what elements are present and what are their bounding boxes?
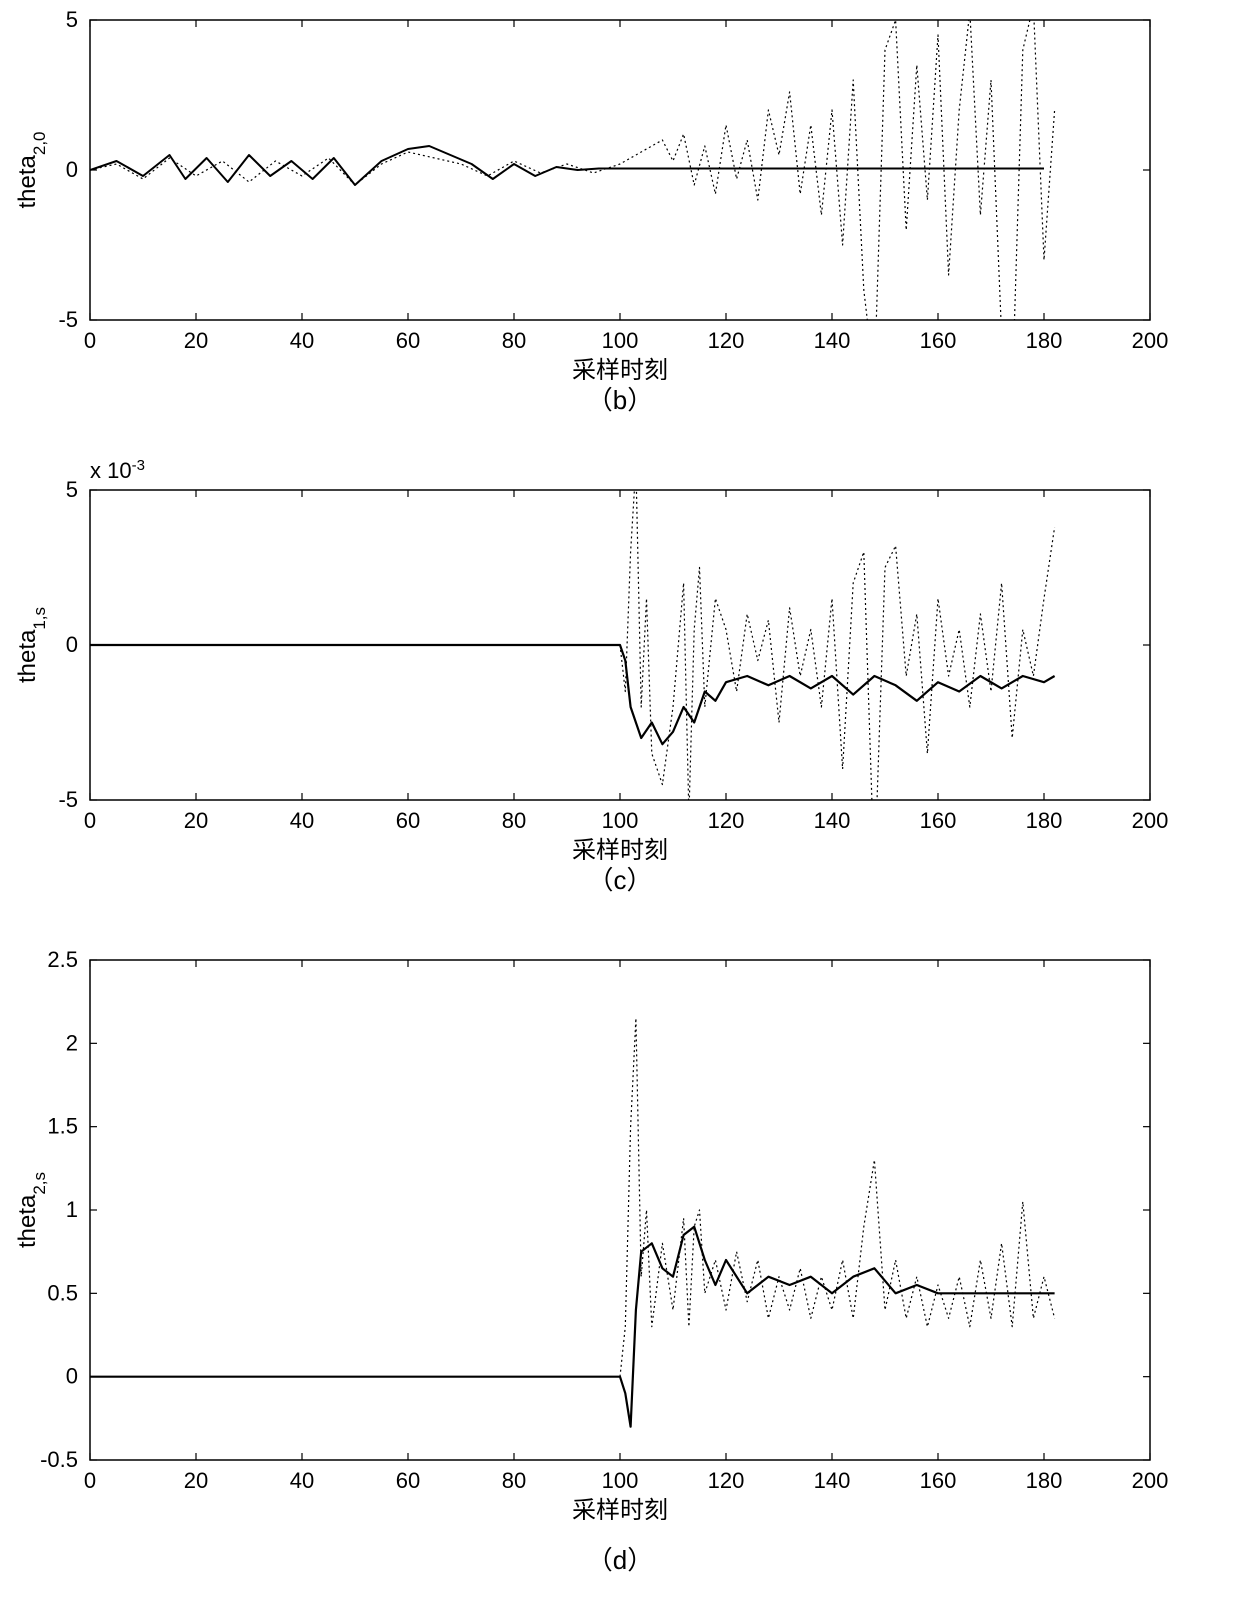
svg-text:100: 100 xyxy=(602,808,639,833)
svg-text:40: 40 xyxy=(290,1468,314,1493)
x-axis-label: 采样时刻 xyxy=(572,1497,668,1520)
y-axis-label: theta1,s xyxy=(14,607,49,683)
svg-text:5: 5 xyxy=(66,7,78,32)
svg-text:5: 5 xyxy=(66,477,78,502)
svg-text:180: 180 xyxy=(1026,808,1063,833)
svg-text:20: 20 xyxy=(184,808,208,833)
svg-text:180: 180 xyxy=(1026,328,1063,353)
svg-text:160: 160 xyxy=(920,328,957,353)
svg-text:0: 0 xyxy=(66,1364,78,1389)
x-axis-label: 采样时刻 xyxy=(572,357,668,380)
svg-text:80: 80 xyxy=(502,1468,526,1493)
svg-text:140: 140 xyxy=(814,328,851,353)
svg-text:200: 200 xyxy=(1132,1468,1169,1493)
series-solid xyxy=(90,1227,1055,1427)
svg-text:120: 120 xyxy=(708,328,745,353)
svg-text:200: 200 xyxy=(1132,808,1169,833)
svg-text:1.5: 1.5 xyxy=(47,1114,78,1139)
svg-text:80: 80 xyxy=(502,328,526,353)
series-solid xyxy=(90,645,1055,744)
chart-panel-d: 020406080100120140160180200-0.500.511.52… xyxy=(10,920,1230,1520)
svg-text:100: 100 xyxy=(602,1468,639,1493)
svg-text:0: 0 xyxy=(84,328,96,353)
svg-text:160: 160 xyxy=(920,1468,957,1493)
chart-panel-b: 020406080100120140160180200-505采样时刻theta… xyxy=(10,0,1230,380)
svg-text:0: 0 xyxy=(84,1468,96,1493)
svg-text:40: 40 xyxy=(290,328,314,353)
svg-text:20: 20 xyxy=(184,1468,208,1493)
svg-text:2.5: 2.5 xyxy=(47,947,78,972)
svg-text:40: 40 xyxy=(290,808,314,833)
panel-caption-c: （c） xyxy=(0,860,1240,897)
svg-text:120: 120 xyxy=(708,1468,745,1493)
svg-text:60: 60 xyxy=(396,1468,420,1493)
figure-page: 020406080100120140160180200-505采样时刻theta… xyxy=(0,0,1240,1607)
chart-panel-c: 020406080100120140160180200-505采样时刻theta… xyxy=(10,450,1230,860)
svg-text:-5: -5 xyxy=(58,307,78,332)
svg-text:180: 180 xyxy=(1026,1468,1063,1493)
svg-text:20: 20 xyxy=(184,328,208,353)
svg-text:0: 0 xyxy=(84,808,96,833)
panel-caption-b: （b） xyxy=(0,380,1240,417)
y-axis-label: theta2,s xyxy=(14,1172,49,1248)
svg-text:60: 60 xyxy=(396,808,420,833)
x-axis-label: 采样时刻 xyxy=(572,837,668,860)
svg-text:140: 140 xyxy=(814,808,851,833)
svg-text:2: 2 xyxy=(66,1030,78,1055)
series-solid xyxy=(90,146,1044,185)
svg-text:80: 80 xyxy=(502,808,526,833)
series-dotted xyxy=(90,5,1055,380)
series-dotted xyxy=(90,465,1055,860)
svg-text:-0.5: -0.5 xyxy=(40,1447,78,1472)
svg-text:60: 60 xyxy=(396,328,420,353)
svg-text:160: 160 xyxy=(920,808,957,833)
svg-text:0: 0 xyxy=(66,157,78,182)
svg-text:140: 140 xyxy=(814,1468,851,1493)
panel-caption-d: （d） xyxy=(0,1540,1240,1577)
series-dotted xyxy=(90,1018,1055,1376)
y-axis-exponent: x 10-3 xyxy=(90,457,145,484)
svg-text:-5: -5 xyxy=(58,787,78,812)
svg-text:100: 100 xyxy=(602,328,639,353)
svg-text:120: 120 xyxy=(708,808,745,833)
svg-text:0: 0 xyxy=(66,632,78,657)
svg-text:0.5: 0.5 xyxy=(47,1280,78,1305)
svg-text:1: 1 xyxy=(66,1197,78,1222)
y-axis-label: theta2,0 xyxy=(14,131,49,208)
svg-text:200: 200 xyxy=(1132,328,1169,353)
